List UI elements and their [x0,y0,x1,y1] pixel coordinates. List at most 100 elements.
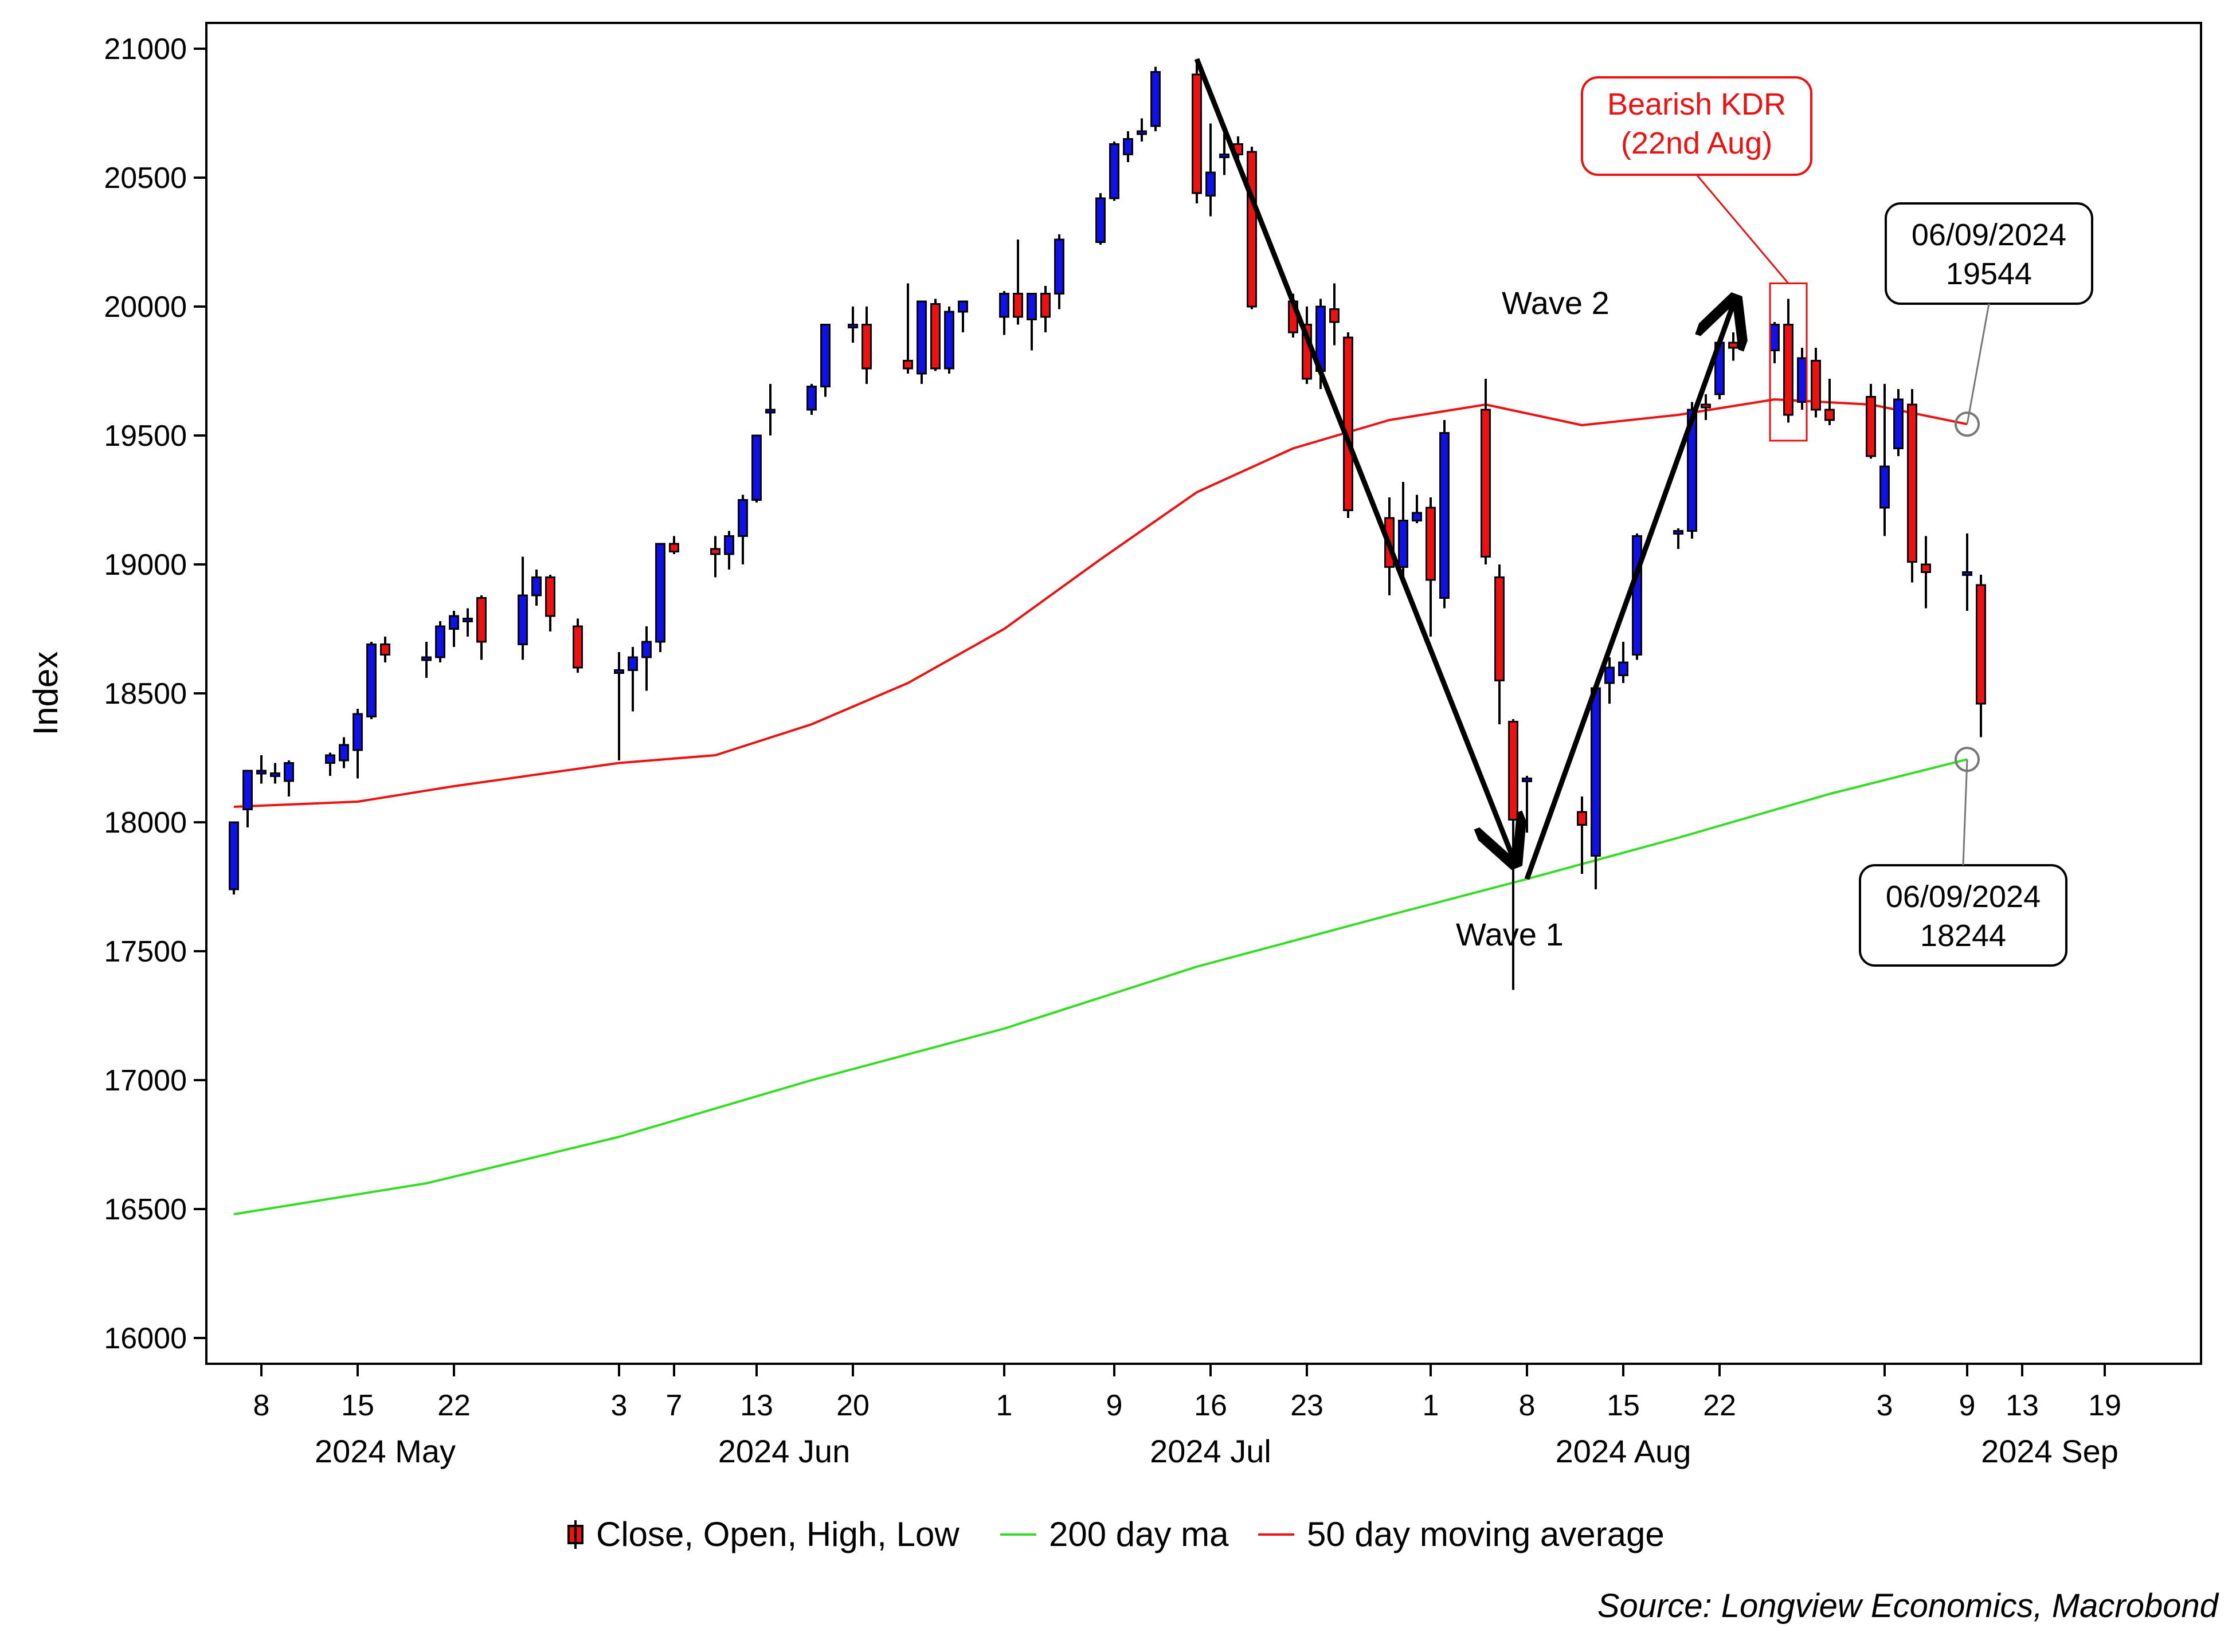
candle-body [256,770,267,775]
candle [1095,193,1106,245]
candle-body [1095,197,1106,243]
source-note: Source: Longview Economics, Macrobond [1597,1587,2219,1624]
series-line-200-day-ma [233,758,1968,1215]
candle-body [806,386,817,411]
candle [256,755,267,784]
candle-body [1205,171,1216,197]
callout-50dma-value: 19544 [1946,257,2032,291]
callout-200dma-value: 18244 [1920,919,2006,953]
candle-body [1618,661,1628,676]
candle [1426,497,1436,637]
candle-body [1879,465,1890,509]
candle-body [1591,687,1601,857]
y-tick-label: 16500 [104,1193,187,1226]
y-axis: 16000 16500 17000 17500 18000 18500 19000 19500… [104,33,206,1355]
candle [1192,59,1202,203]
candle [531,570,542,606]
y-tick-label: 18000 [104,806,187,839]
candle-body [1027,293,1037,320]
candle-body [339,744,349,762]
candle [1247,147,1257,309]
candle [1123,131,1133,162]
x-tick-label: 3 [611,1389,628,1422]
callout-50dma-date: 06/09/2024 [1912,218,2066,252]
candle-body [999,293,1009,318]
wave1-arrow [1194,58,1513,858]
kdr-callout-line2: (22nd Aug) [1621,126,1772,160]
candle [1013,240,1023,325]
candle-body [820,324,831,387]
candle [944,307,954,374]
candle-body [1412,512,1422,521]
candle [1481,379,1491,564]
candle [1824,379,1835,425]
candle [1673,528,1683,549]
candle [738,495,748,564]
candle [628,647,638,712]
candle-body [1701,403,1711,409]
candle [1783,299,1793,423]
candle-body [669,543,679,552]
candle [242,770,253,827]
candle-body [1398,520,1408,568]
candles [229,59,1986,990]
candle-body [1893,398,1904,449]
candle-body [958,300,968,313]
candle-body [628,656,638,671]
candle [1962,533,1972,611]
candle [573,618,583,673]
x-month-label: 2024 Jun [718,1433,850,1469]
candle [1811,348,1821,418]
y-tick-label: 18500 [104,677,187,711]
candle-body [325,754,335,764]
candle [1577,796,1587,874]
x-tick-label: 13 [740,1389,773,1422]
candle [765,384,776,435]
candle-body [1137,130,1147,135]
x-tick-label: 8 [1519,1389,1536,1422]
candle-body [1907,403,1917,563]
callout-200dma-connector [1962,759,1968,866]
candle [861,307,872,384]
wave1-label: Wave 1 [1456,916,1564,952]
candle-body [1439,432,1450,599]
candle [848,307,858,343]
candle [958,300,968,332]
candle [1879,384,1890,536]
candle [930,299,941,371]
x-tick-label: 22 [1703,1389,1736,1422]
candle-body [724,535,734,555]
candle-body [1109,143,1119,199]
candle [1439,420,1450,609]
y-axis-title: Index [26,652,65,736]
candle-body [861,324,872,370]
candle [1591,683,1601,889]
candle-body [449,615,459,630]
candle [1205,123,1216,217]
candle-body [1054,238,1064,295]
x-tick-label: 8 [253,1389,270,1422]
candle-body [944,311,954,370]
callout-50dma-connector [1966,303,1990,425]
x-month-label: 2024 Sep [1981,1433,2118,1469]
candle [1893,389,1904,456]
x-tick-label: 15 [341,1389,374,1422]
candle-body [1343,336,1353,511]
y-tick-label: 17500 [104,935,187,968]
candle [1618,642,1628,683]
legend-200dma-label: 200 day ma [1049,1515,1229,1553]
candle [1412,495,1422,523]
candle-body [463,618,473,622]
x-tick-label: 1 [996,1389,1013,1422]
candle-body [1247,151,1257,308]
candle-body [476,597,487,643]
candle-body [1824,409,1835,421]
candle-body [242,770,253,810]
candle [1701,394,1711,420]
candle [1921,536,1931,609]
candle [1976,575,1986,737]
candle [1604,657,1615,704]
candle-body [531,576,542,597]
candle-body [1577,811,1587,826]
candle [724,531,734,570]
